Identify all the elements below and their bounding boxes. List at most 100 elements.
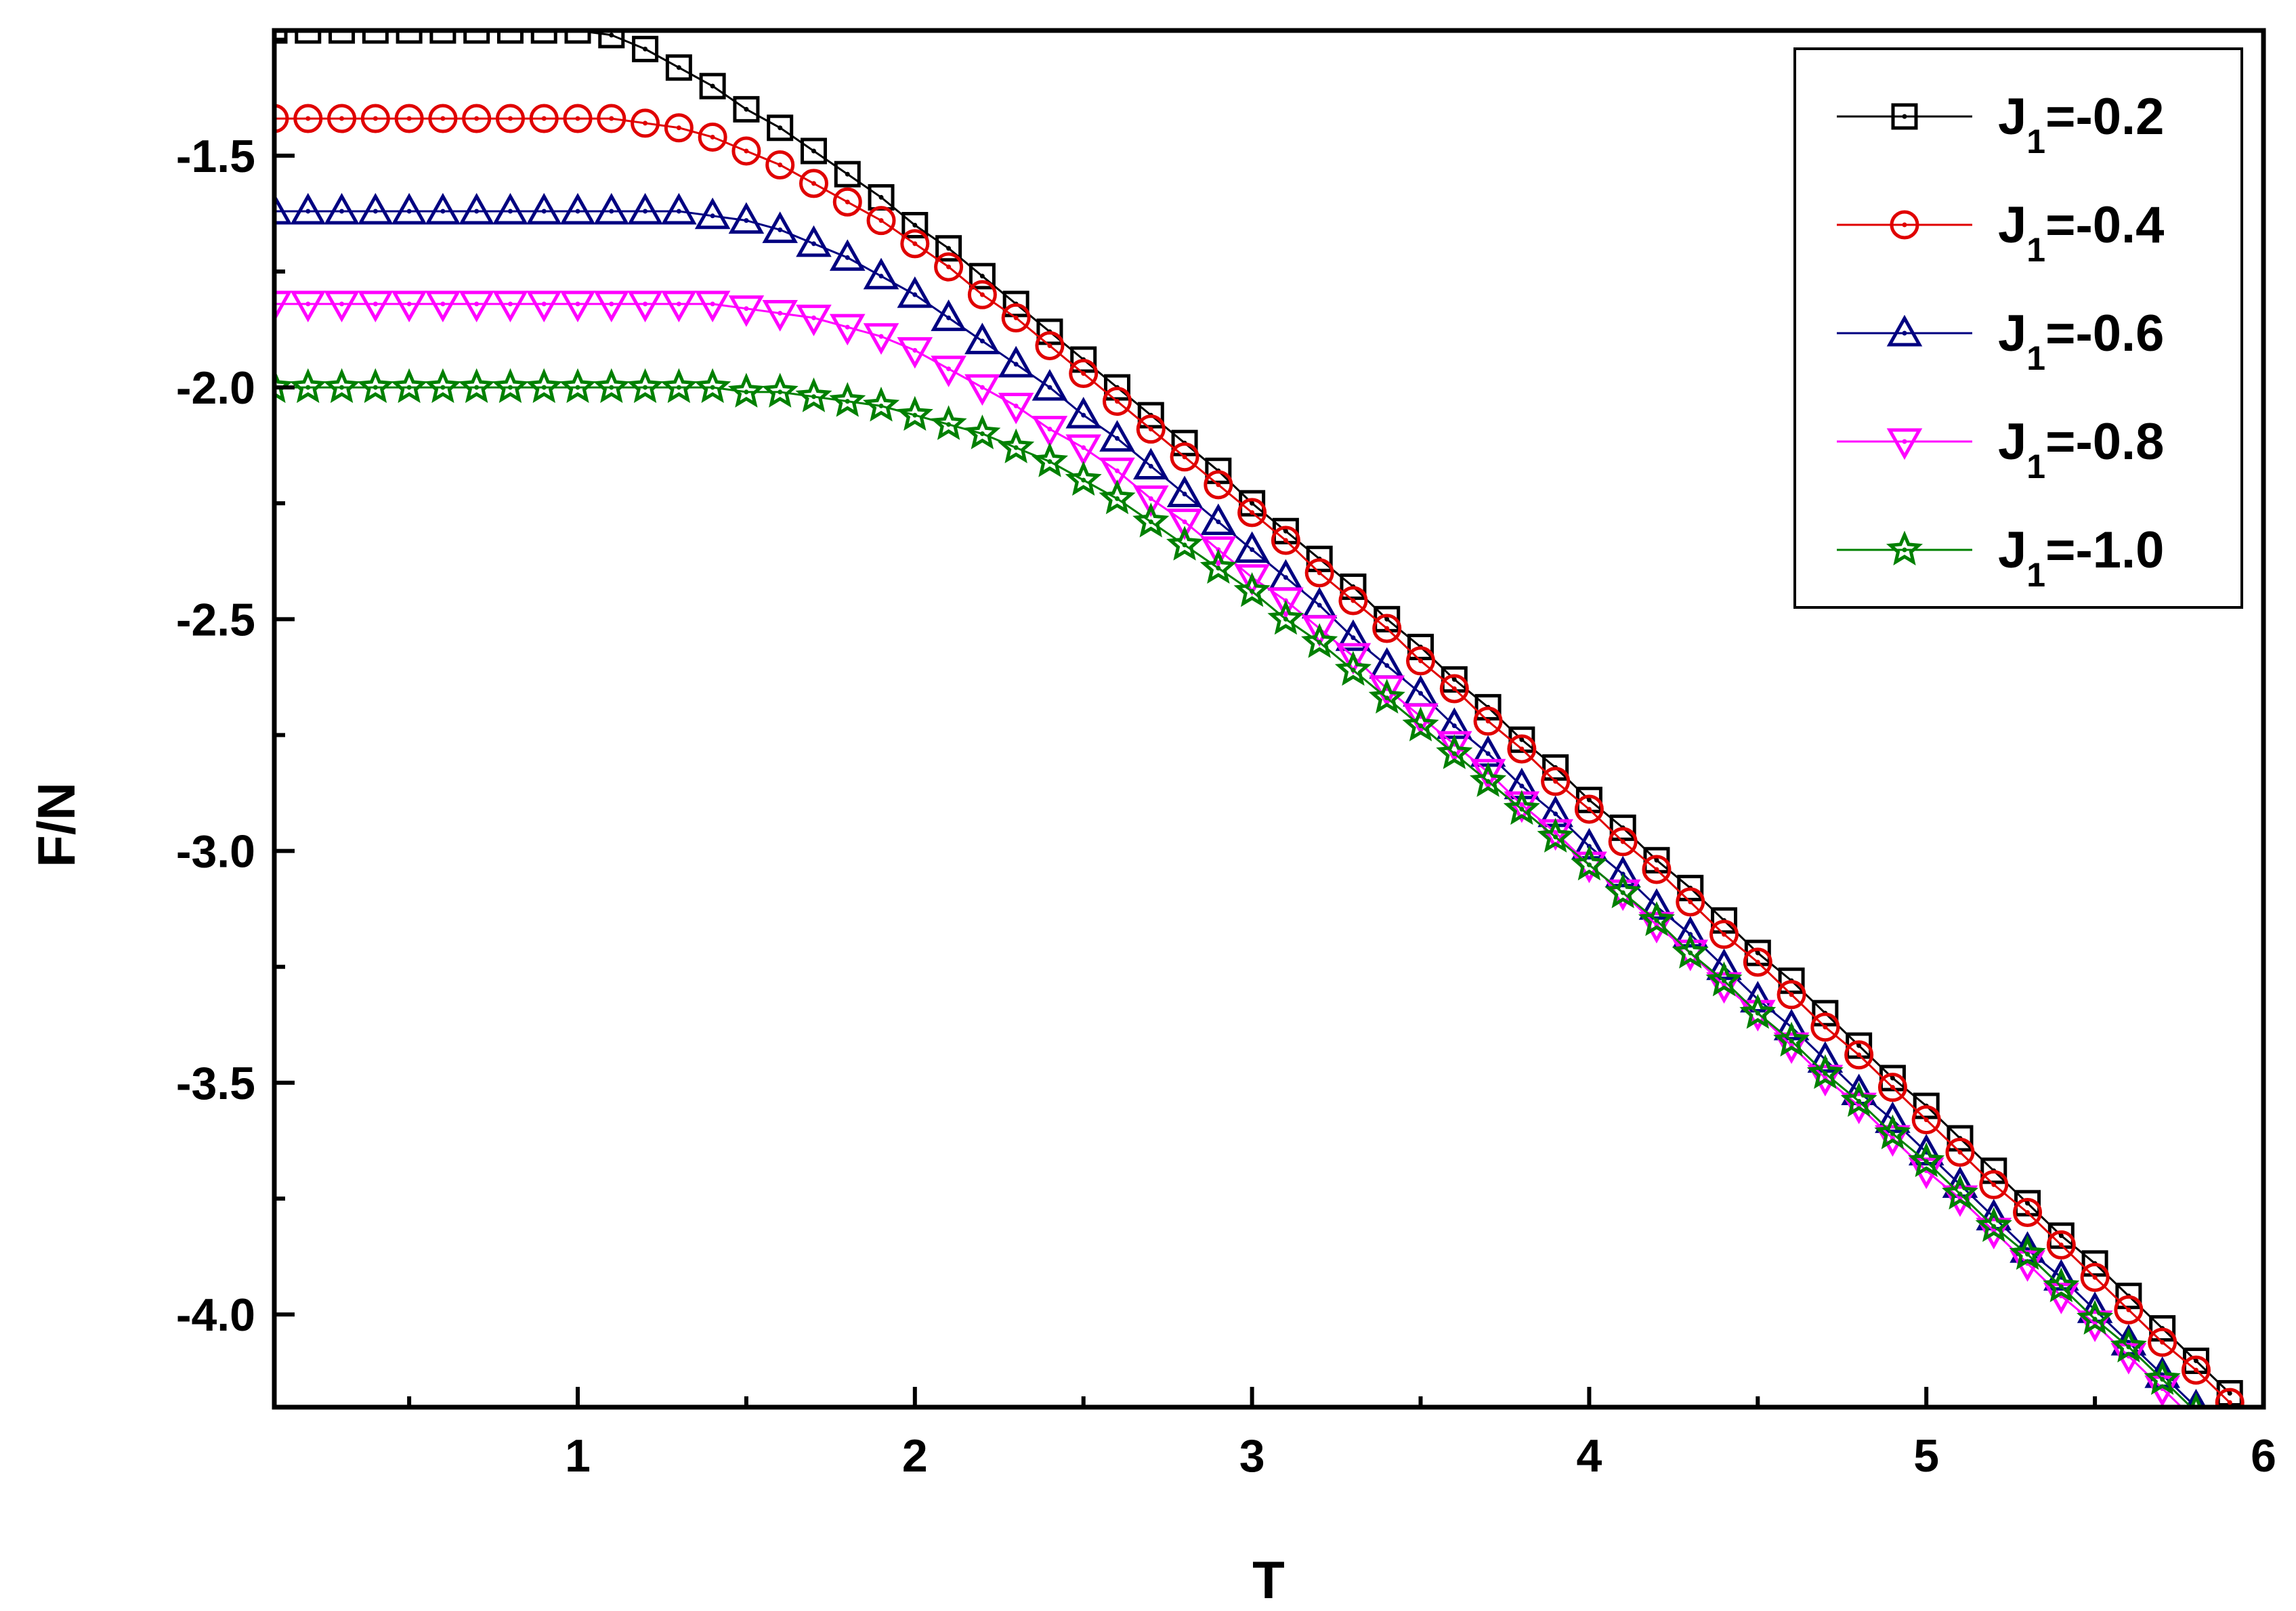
series-4-point xyxy=(1369,675,1405,708)
series-2-point-center xyxy=(2025,1210,2031,1216)
series-5-point xyxy=(424,368,461,404)
series-1-point-center xyxy=(676,65,681,70)
series-2-point-center xyxy=(474,116,480,121)
series-2-point-center xyxy=(2227,1400,2232,1405)
series-1-point xyxy=(530,30,557,44)
series-2-point-center xyxy=(1485,718,1491,724)
series-5-point xyxy=(626,368,664,404)
series-4-point xyxy=(324,291,360,322)
series-4-point xyxy=(796,304,832,337)
series-4-point xyxy=(1268,587,1304,620)
series-1-point xyxy=(2115,1283,2142,1310)
series-3-point xyxy=(1200,503,1237,536)
series-3-point xyxy=(694,197,731,230)
series-2-point xyxy=(1237,498,1267,528)
series-2-point xyxy=(698,122,727,152)
series-5-point xyxy=(1537,817,1574,853)
series-5-point xyxy=(2077,1299,2114,1335)
series-4-point-center xyxy=(339,301,345,307)
series-5-point xyxy=(492,368,529,404)
series-1-point xyxy=(969,263,996,290)
legend-label-value: =-0.8 xyxy=(2045,413,2164,471)
series-1-point xyxy=(901,211,929,238)
series-3-point-center xyxy=(1114,435,1120,441)
legend-entry: J1=-0.2 xyxy=(1837,88,2164,160)
series-5-point-center xyxy=(1620,890,1625,895)
series-5-point xyxy=(1638,901,1675,937)
series-3-point-center xyxy=(406,209,412,214)
series-3-point-center xyxy=(1317,603,1322,608)
series-1-point-center xyxy=(1451,676,1457,682)
series-5-point-center xyxy=(2160,1377,2165,1382)
series-3-point-center xyxy=(1148,463,1153,469)
series-4-point xyxy=(661,291,697,322)
series-1-point xyxy=(1542,754,1569,781)
series-5-point xyxy=(1840,1081,1877,1117)
series-5-point xyxy=(323,368,360,404)
series-1-point-center xyxy=(1519,737,1525,742)
series-5-point-center xyxy=(1991,1224,1997,1229)
series-4-point xyxy=(459,291,494,322)
series-5-point-center xyxy=(609,385,614,390)
series-5-point xyxy=(1908,1142,1945,1178)
series-2-point xyxy=(293,104,323,133)
series-5-point-center xyxy=(1586,862,1592,867)
series-2-point xyxy=(664,113,694,143)
series-2-point xyxy=(2046,1230,2076,1260)
series-1-point-center xyxy=(912,222,918,228)
series-3-point-center xyxy=(676,209,681,214)
series-2-point xyxy=(1810,1012,1840,1042)
legend-label-value: =-0.4 xyxy=(2045,196,2164,254)
legend-label-prefix: J xyxy=(1998,88,2026,146)
series-5-point-center xyxy=(1081,477,1086,483)
series-2-point-center xyxy=(643,121,648,126)
series-1-point-center xyxy=(2058,1233,2064,1239)
series-3-point-center xyxy=(373,209,378,214)
series-5-point xyxy=(998,428,1035,464)
series-3-point xyxy=(1335,619,1372,651)
series-4-point xyxy=(593,291,630,322)
series-2-point-center xyxy=(1890,1085,1895,1090)
series-5-point-center xyxy=(575,385,580,390)
series-4-point xyxy=(1065,434,1101,467)
series-1-point xyxy=(665,54,692,81)
series-5-point-center xyxy=(1923,1159,1929,1164)
series-1-point xyxy=(767,114,794,142)
series-4-point-center xyxy=(946,366,952,372)
series-1-point-center xyxy=(1755,950,1760,955)
series-4-point-center xyxy=(507,301,513,307)
series-3-point-center xyxy=(710,213,715,219)
series-2-point-center xyxy=(979,292,985,297)
series-3-point-center xyxy=(440,209,446,214)
series-2-point-center xyxy=(710,134,715,139)
series-5-point xyxy=(1233,572,1271,607)
series-4-point xyxy=(492,291,528,322)
series-2-point-center xyxy=(744,148,749,154)
series-3-point-center xyxy=(1081,412,1086,418)
series-2-point xyxy=(1541,767,1571,796)
series-5-point-center xyxy=(1688,950,1693,955)
series-2-point xyxy=(495,104,525,133)
series-3-point xyxy=(661,192,697,225)
series-2-point-center xyxy=(1013,315,1019,320)
series-1-point xyxy=(1913,1092,1940,1119)
legend-label-subscript: 1 xyxy=(2026,556,2045,594)
series-2-point-center xyxy=(406,116,412,121)
series-2-point-center xyxy=(1586,807,1592,812)
series-2-point xyxy=(1777,980,1806,1010)
y-tick-label: -2.0 xyxy=(176,362,255,414)
legend-label-prefix: J xyxy=(1998,305,2026,362)
series-1-point xyxy=(328,30,356,44)
series-5-point-center xyxy=(912,412,918,418)
series-2-point-center xyxy=(2092,1274,2098,1280)
series-5-point xyxy=(660,368,698,404)
series-1-point xyxy=(1340,573,1367,600)
series-3-point xyxy=(1875,1101,1911,1134)
series-4-point xyxy=(425,291,461,322)
series-2-point-center xyxy=(1789,992,1794,997)
series-2-point xyxy=(1473,706,1503,736)
series-2-point-center xyxy=(1923,1117,1929,1123)
series-5-point-center xyxy=(1789,1038,1794,1044)
series-2-point xyxy=(2148,1327,2177,1357)
x-axis-title: T xyxy=(1252,1550,1285,1610)
